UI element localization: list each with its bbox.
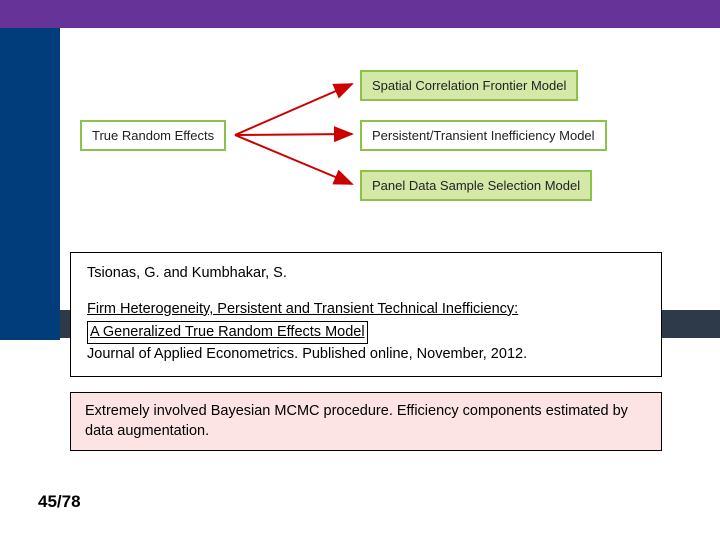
citation-title: Firm Heterogeneity, Persistent and Trans…: [87, 299, 645, 366]
arrow-1: [235, 84, 352, 135]
citation-authors: Tsionas, G. and Kumbhakar, S.: [87, 263, 645, 285]
note-text: Extremely involved Bayesian MCMC procedu…: [85, 403, 628, 439]
citation-title-line1: Firm Heterogeneity, Persistent and Trans…: [87, 301, 518, 317]
diagram-source-box: True Random Effects: [80, 120, 226, 151]
diagram-target-1: Spatial Correlation Frontier Model: [360, 70, 578, 101]
slide-top-bar: [0, 0, 720, 28]
slide-left-sidebar: [0, 28, 60, 340]
diagram-target-3-label: Panel Data Sample Selection Model: [372, 178, 580, 193]
arrow-3: [235, 135, 352, 184]
arrow-2: [235, 134, 352, 135]
diagram-target-2-label: Persistent/Transient Inefficiency Model: [372, 128, 595, 143]
page-total: 78: [62, 492, 81, 511]
page-current: 45: [38, 492, 57, 511]
diagram-source-label: True Random Effects: [92, 128, 214, 143]
diagram-target-1-label: Spatial Correlation Frontier Model: [372, 78, 566, 93]
citation-title-line2: A Generalized True Random Effects Model: [87, 321, 368, 345]
page-number: 45/78: [38, 492, 81, 512]
citation-journal: Journal of Applied Econometrics. Publish…: [87, 346, 527, 362]
diagram-target-2: Persistent/Transient Inefficiency Model: [360, 120, 607, 151]
note-box: Extremely involved Bayesian MCMC procedu…: [70, 392, 662, 451]
diagram-area: True Random Effects Spatial Correlation …: [70, 60, 670, 240]
diagram-target-3: Panel Data Sample Selection Model: [360, 170, 592, 201]
citation-box: Tsionas, G. and Kumbhakar, S. Firm Heter…: [70, 252, 662, 377]
